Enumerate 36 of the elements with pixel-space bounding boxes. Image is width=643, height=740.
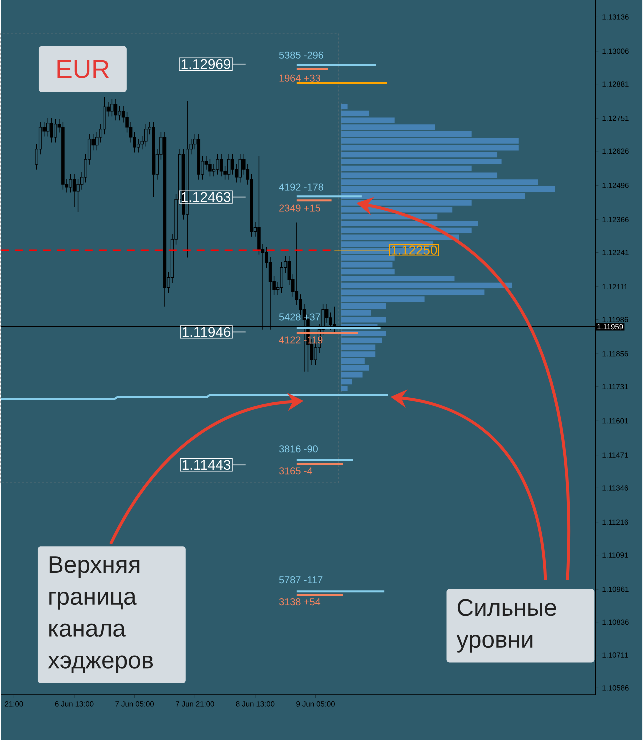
candlestick [118, 106, 122, 121]
annotation: 2349 +15 [280, 204, 321, 212]
annotation: 1.12463 [182, 192, 231, 202]
annotation: 1964 +33 [280, 74, 321, 82]
annotation: Верхняя граница канала хэджеров [48, 556, 154, 674]
candlestick [114, 98, 118, 121]
annotation: 4192 -178 [279, 184, 324, 191]
candlestick [231, 154, 235, 176]
candlestick [228, 154, 231, 180]
annotation: 5787 -117 [280, 576, 323, 584]
candlestick [208, 158, 212, 178]
annotation: 3816 -90 [280, 446, 318, 453]
candlestick [54, 118, 58, 144]
candlestick [235, 164, 238, 184]
annotation: 4122 -119 [279, 336, 323, 344]
candlestick [220, 154, 224, 178]
candlestick [238, 154, 242, 184]
annotation: 3165 -4 [280, 468, 313, 475]
annotation: EUR [58, 60, 110, 78]
candlestick [46, 118, 50, 138]
candlestick [69, 174, 73, 194]
candlestick [144, 124, 148, 148]
annotation: 3138 +54 [280, 598, 321, 606]
annotation: 1.11443 [183, 460, 231, 470]
annotation: 5385 -296 [280, 52, 324, 59]
candlestick [50, 118, 54, 144]
ref-line-label: 1.12250 [392, 246, 438, 255]
candlestick [216, 154, 220, 176]
annotation: 1.11946 [183, 327, 231, 338]
annotation: Сильные уровни [456, 599, 557, 653]
candlestick [137, 138, 140, 154]
candlestick [73, 174, 76, 208]
candlestick [110, 98, 114, 118]
candlestick [103, 96, 106, 135]
candlestick [280, 262, 284, 294]
annotation: 1.12969 [182, 59, 231, 70]
